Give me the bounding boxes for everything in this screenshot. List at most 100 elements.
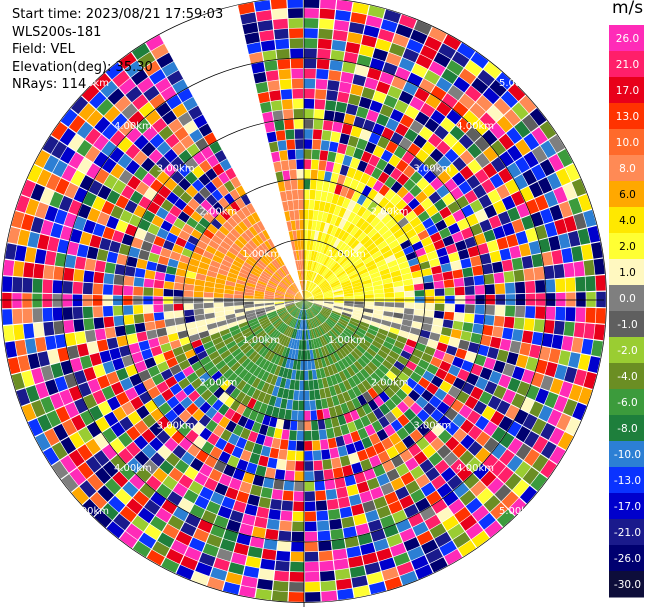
velocity-gate [310,359,316,370]
velocity-gate [383,386,395,399]
colorbar-segment [609,389,644,416]
velocity-gate [420,102,436,118]
velocity-gate [113,305,124,316]
velocity-gate [294,319,299,329]
velocity-gate [70,228,83,244]
velocity-gate [482,453,499,470]
velocity-gate [326,90,338,101]
velocity-gate [477,69,495,87]
velocity-gate [415,396,429,409]
velocity-gate [265,307,276,312]
velocity-gate [137,52,156,68]
velocity-gate [374,293,384,298]
velocity-gate [304,260,306,270]
velocity-gate [304,209,309,220]
velocity-gate [212,424,225,437]
velocity-gate [496,400,511,415]
velocity-gate [249,52,264,64]
velocity-gate [14,245,27,262]
velocity-gate [304,380,309,391]
velocity-gate [247,546,263,558]
velocity-gate [330,416,340,428]
velocity-gate [350,125,363,138]
velocity-gate [382,249,394,259]
velocity-gate [237,235,248,246]
velocity-gate [198,217,211,229]
velocity-gate [294,297,304,300]
velocity-gate [200,146,214,160]
velocity-gate [286,290,296,296]
velocity-gate [269,447,280,459]
velocity-gate [250,252,260,262]
velocity-gate [563,215,577,233]
velocity-gate [153,279,165,289]
velocity-gate [124,266,136,277]
velocity-gate [116,253,128,266]
velocity-gate [565,417,581,436]
velocity-gate [313,295,324,298]
velocity-gate [445,243,458,255]
velocity-gate [184,349,196,359]
velocity-gate [362,197,373,209]
velocity-gate [443,214,457,227]
velocity-gate [293,308,300,318]
velocity-gate [313,273,320,283]
velocity-gate [172,482,188,498]
velocity-gate [366,411,378,424]
velocity-gate [161,499,178,515]
velocity-gate [371,420,383,433]
velocity-gate [284,470,295,481]
velocity-gate [253,72,267,84]
velocity-gate [328,182,337,194]
velocity-gate [55,178,70,195]
velocity-gate [370,528,386,542]
velocity-gate [334,296,344,299]
velocity-gate [267,351,276,362]
velocity-gate [321,254,328,265]
velocity-gate [161,61,179,77]
velocity-gate [466,372,479,386]
velocity-gate [71,414,86,431]
velocity-gate [163,281,175,290]
velocity-gate [412,521,429,537]
velocity-gate [308,250,312,261]
velocity-gate [433,52,451,68]
velocity-gate [318,201,326,212]
velocity-gate [309,400,317,411]
velocity-gate [141,348,153,360]
velocity-gate [376,332,387,341]
velocity-gate [407,546,425,561]
velocity-gate [361,87,375,100]
velocity-gate [248,363,258,375]
velocity-gate [278,334,285,344]
velocity-gate [442,491,459,507]
velocity-gate [501,491,519,509]
velocity-gate [549,378,564,395]
velocity-gate [413,283,424,291]
velocity-gate [44,250,57,266]
velocity-gate [551,249,563,265]
velocity-gate [522,413,538,430]
velocity-gate [211,355,223,366]
velocity-gate [363,25,380,38]
velocity-gate [205,275,216,283]
velocity-gate [525,293,536,306]
velocity-gate [118,243,131,256]
velocity-gate [329,518,343,530]
velocity-gate [267,238,275,249]
velocity-gate [156,141,171,156]
velocity-gate [350,363,360,374]
velocity-gate [305,561,319,572]
velocity-gate [276,321,285,330]
colorbar-tick-label: -30.0 [614,579,641,591]
velocity-gate [255,330,266,339]
velocity-gate [296,300,304,307]
velocity-gate [336,195,346,207]
velocity-gate [241,265,252,273]
velocity-gate [177,261,189,271]
velocity-gate [340,280,351,286]
velocity-gate [107,396,121,411]
velocity-gate [304,290,306,300]
velocity-gate [320,282,329,289]
velocity-gate [356,54,372,67]
